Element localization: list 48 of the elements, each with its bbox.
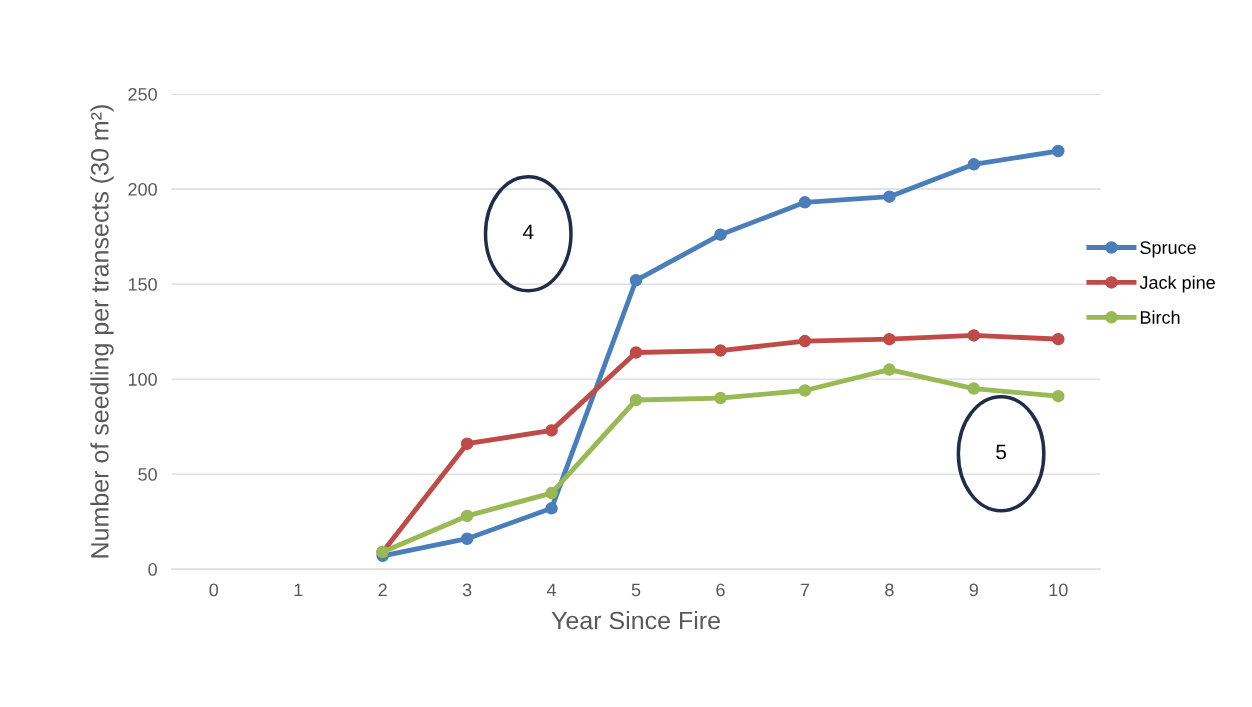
y-tick-label: 150 [128, 278, 157, 291]
point [883, 190, 896, 203]
point [1052, 389, 1065, 403]
point [460, 509, 474, 523]
point [629, 393, 643, 407]
point [714, 228, 727, 241]
legend-label: Jack pine [1139, 275, 1215, 293]
point [883, 332, 896, 346]
legend-label: Birch [1140, 310, 1180, 324]
x-tick-label: 10 [1049, 583, 1068, 597]
x-tick-label: 9 [969, 583, 978, 597]
y-tick-label: 0 [148, 563, 157, 576]
point [1052, 144, 1065, 158]
point [798, 384, 812, 397]
x-tick-label: 4 [546, 583, 557, 597]
point [545, 486, 558, 500]
y-tick-label: 50 [138, 468, 157, 481]
x-tick-label: 7 [800, 583, 810, 597]
point [967, 382, 981, 395]
annotation: 5 [996, 444, 1007, 460]
point [798, 334, 812, 348]
point [714, 344, 727, 357]
legend-label: Spruce [1140, 241, 1196, 258]
x-tick-label: 0 [209, 583, 219, 597]
point [460, 437, 474, 450]
point [883, 363, 896, 376]
point [1052, 332, 1065, 346]
x-tick-label: 2 [378, 583, 387, 597]
x-tick-label: 1 [294, 583, 303, 597]
x-tick-label: 6 [716, 583, 725, 597]
point [714, 391, 727, 405]
y-tick-label: 200 [128, 182, 157, 196]
x-tick-label: 5 [631, 583, 641, 597]
point [460, 532, 474, 545]
annotation: 4 [522, 224, 534, 240]
point [629, 274, 643, 287]
point [967, 158, 981, 171]
x-axis-title: Year Since Fire [551, 610, 720, 630]
point [545, 502, 558, 515]
point [629, 346, 643, 359]
point [545, 424, 558, 437]
x-tick-label: 8 [885, 583, 894, 597]
x-tick-label: 3 [462, 583, 472, 597]
point [967, 329, 981, 342]
y-tick-label: 250 [128, 87, 157, 101]
y-axis-title: Number of seedling per transects (30 m²) [90, 105, 114, 558]
y-tick-label: 100 [128, 373, 157, 386]
point [798, 196, 812, 209]
